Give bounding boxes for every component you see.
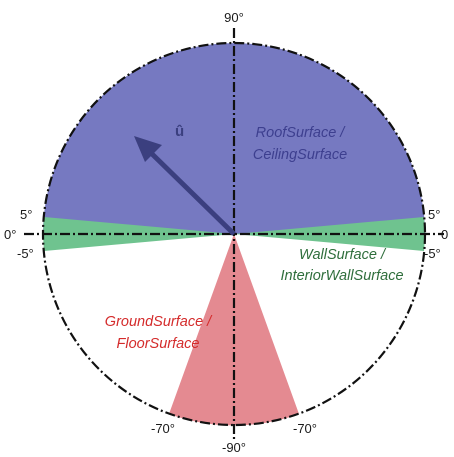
wall-surface-region-right xyxy=(234,217,425,251)
normal-vector-arrow xyxy=(134,136,236,236)
roof-label-line2: CeilingSurface xyxy=(253,147,347,163)
angle-label-minus5-right: -5° xyxy=(424,246,441,261)
vector-label: û xyxy=(175,123,184,140)
angle-label-minus70-left: -70° xyxy=(151,421,175,436)
angle-label-90: 90° xyxy=(224,10,244,25)
ground-label-line2: FloorSurface xyxy=(116,336,199,352)
angle-label-minus90: -90° xyxy=(222,440,246,455)
angle-label-0-right: 0 xyxy=(441,227,448,242)
ground-label-line1: GroundSurface / xyxy=(105,314,213,330)
angle-label-5-right: 5° xyxy=(428,207,440,222)
roof-label-line1: RoofSurface / xyxy=(256,125,347,141)
angle-label-minus70-right: -70° xyxy=(293,421,317,436)
angle-label-5-left: 5° xyxy=(20,207,32,222)
angle-label-minus5-left: -5° xyxy=(17,246,34,261)
wall-label-line1: WallSurface / xyxy=(299,247,387,263)
wall-label-line2: InteriorWallSurface xyxy=(280,268,403,284)
angle-label-0-left: 0° xyxy=(4,227,16,242)
